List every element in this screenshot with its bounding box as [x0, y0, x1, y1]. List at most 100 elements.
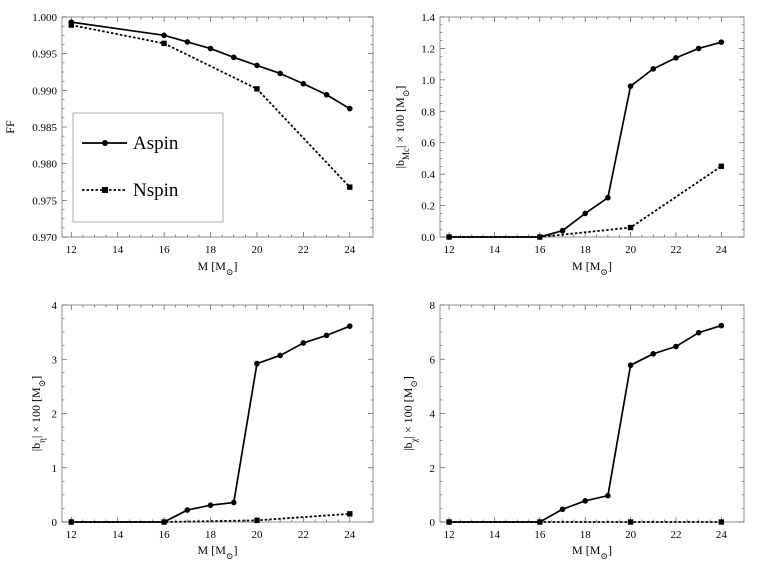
- y-axis-label: |bη| × 100 [M⊙]: [29, 376, 47, 452]
- x-tick-label: 14: [112, 244, 124, 256]
- x-tick-label: 20: [625, 529, 637, 541]
- data-point-aspin: [605, 492, 611, 499]
- x-axis-label: M [M⊙]: [198, 259, 238, 277]
- data-point-aspin: [559, 506, 566, 513]
- x-tick-label: 24: [344, 244, 356, 256]
- legend-marker: [102, 140, 108, 146]
- y-tick-label: 0.6: [421, 138, 435, 150]
- x-tick-label: 14: [489, 244, 501, 256]
- data-point-aspin: [537, 519, 543, 525]
- data-point-aspin: [650, 66, 657, 72]
- data-point-aspin: [254, 360, 260, 367]
- data-point-aspin: [277, 352, 283, 359]
- data-point-nspin: [254, 86, 260, 92]
- data-point-aspin: [230, 499, 237, 506]
- x-tick-label: 20: [625, 244, 637, 256]
- y-tick-label: 0.995: [32, 49, 57, 61]
- chart-panel-1: 12 14 16 18 20 22 24 0.970 0.975 0.980 0.985 0.990 0…: [3, 12, 374, 277]
- data-point-aspin: [673, 343, 679, 350]
- x-tick-label: 22: [298, 529, 309, 541]
- y-axis-label: FF: [3, 120, 17, 134]
- y-tick-label: 1.0: [421, 75, 435, 87]
- data-point-nspin: [347, 511, 353, 517]
- series-line-aspin: [71, 325, 351, 523]
- x-tick-label: 22: [298, 244, 309, 256]
- x-tick-label: 14: [112, 529, 124, 541]
- data-point-aspin: [323, 91, 330, 98]
- data-point-aspin: [446, 234, 452, 240]
- data-point-aspin: [68, 519, 75, 525]
- data-point-nspin: [254, 517, 260, 524]
- data-point-aspin: [230, 54, 237, 61]
- data-point-aspin: [718, 322, 725, 329]
- series-line-aspin: [71, 21, 351, 110]
- data-point-aspin: [254, 62, 260, 69]
- y-tick-label: 0: [430, 517, 436, 529]
- data-point-aspin: [277, 70, 283, 77]
- data-point-aspin: [207, 502, 214, 508]
- x-tick-label: 16: [159, 529, 171, 541]
- data-point-aspin: [300, 80, 307, 87]
- data-point-aspin: [161, 519, 167, 525]
- x-tick-label: 20: [251, 529, 263, 541]
- data-point-aspin: [207, 45, 214, 52]
- x-tick-label: 14: [489, 529, 501, 541]
- x-axis-label: M [M⊙]: [198, 543, 238, 561]
- y-tick-label: 1: [52, 463, 58, 475]
- y-tick-label: 4: [430, 409, 436, 421]
- y-tick-label: 0.980: [32, 159, 57, 171]
- data-point-aspin: [346, 323, 353, 329]
- x-tick-label: 24: [716, 244, 728, 256]
- chart-panel-2: 12 14 16 18 20 22 24 0.0 0.2 0.4 0.6 0.8 1.0 1.2 1.4 M …: [393, 12, 745, 277]
- data-point-aspin: [68, 19, 75, 25]
- y-tick-label: 0.8: [421, 106, 435, 118]
- legend-marker: [102, 187, 108, 193]
- data-point-aspin: [627, 83, 634, 89]
- data-point-nspin: [68, 22, 74, 28]
- data-point-nspin: [718, 519, 725, 525]
- data-point-aspin: [627, 362, 634, 369]
- data-point-aspin: [673, 55, 679, 61]
- x-tick-label: 22: [670, 244, 681, 256]
- y-tick-label: 6: [430, 354, 436, 366]
- data-point-nspin: [161, 40, 167, 47]
- y-tick-label: 0.985: [32, 122, 57, 134]
- x-tick-label: 16: [159, 244, 171, 256]
- x-tick-label: 12: [66, 244, 77, 256]
- x-tick-label: 20: [251, 244, 263, 256]
- y-axis-label: |bMc| × 100 [M⊙]: [393, 86, 411, 169]
- y-tick-label: 1.2: [421, 43, 435, 55]
- data-point-nspin: [347, 184, 353, 190]
- data-point-aspin: [537, 234, 543, 240]
- data-point-aspin: [346, 105, 353, 112]
- x-tick-label: 18: [205, 529, 217, 541]
- x-tick-label: 12: [444, 244, 455, 256]
- data-point-aspin: [559, 227, 566, 234]
- y-tick-label: 2: [52, 409, 58, 421]
- data-point-aspin: [582, 210, 588, 217]
- y-tick-label: 4: [52, 300, 58, 312]
- data-point-aspin: [582, 498, 588, 504]
- data-point-nspin: [718, 163, 725, 169]
- y-tick-label: 0.4: [421, 169, 435, 181]
- legend-label-nspin: Nspin: [133, 180, 179, 201]
- x-tick-label: 24: [344, 529, 356, 541]
- x-tick-label: 18: [580, 529, 592, 541]
- legend-box: [72, 112, 224, 223]
- plot-frame: [439, 304, 745, 523]
- data-point-aspin: [446, 519, 452, 525]
- x-tick-label: 12: [66, 529, 77, 541]
- y-axis-label: |bχ| × 100 [M⊙]: [401, 376, 419, 451]
- x-axis-label: M [M⊙]: [572, 259, 612, 277]
- x-tick-label: 18: [205, 244, 217, 256]
- data-point-aspin: [184, 39, 191, 45]
- data-point-aspin: [161, 32, 167, 39]
- legend-label-aspin: Aspin: [133, 133, 179, 154]
- legend: Aspin Nspin: [72, 112, 224, 223]
- series-line-aspin: [449, 324, 722, 523]
- data-point-aspin: [695, 329, 702, 336]
- x-axis-label: M [M⊙]: [572, 543, 612, 561]
